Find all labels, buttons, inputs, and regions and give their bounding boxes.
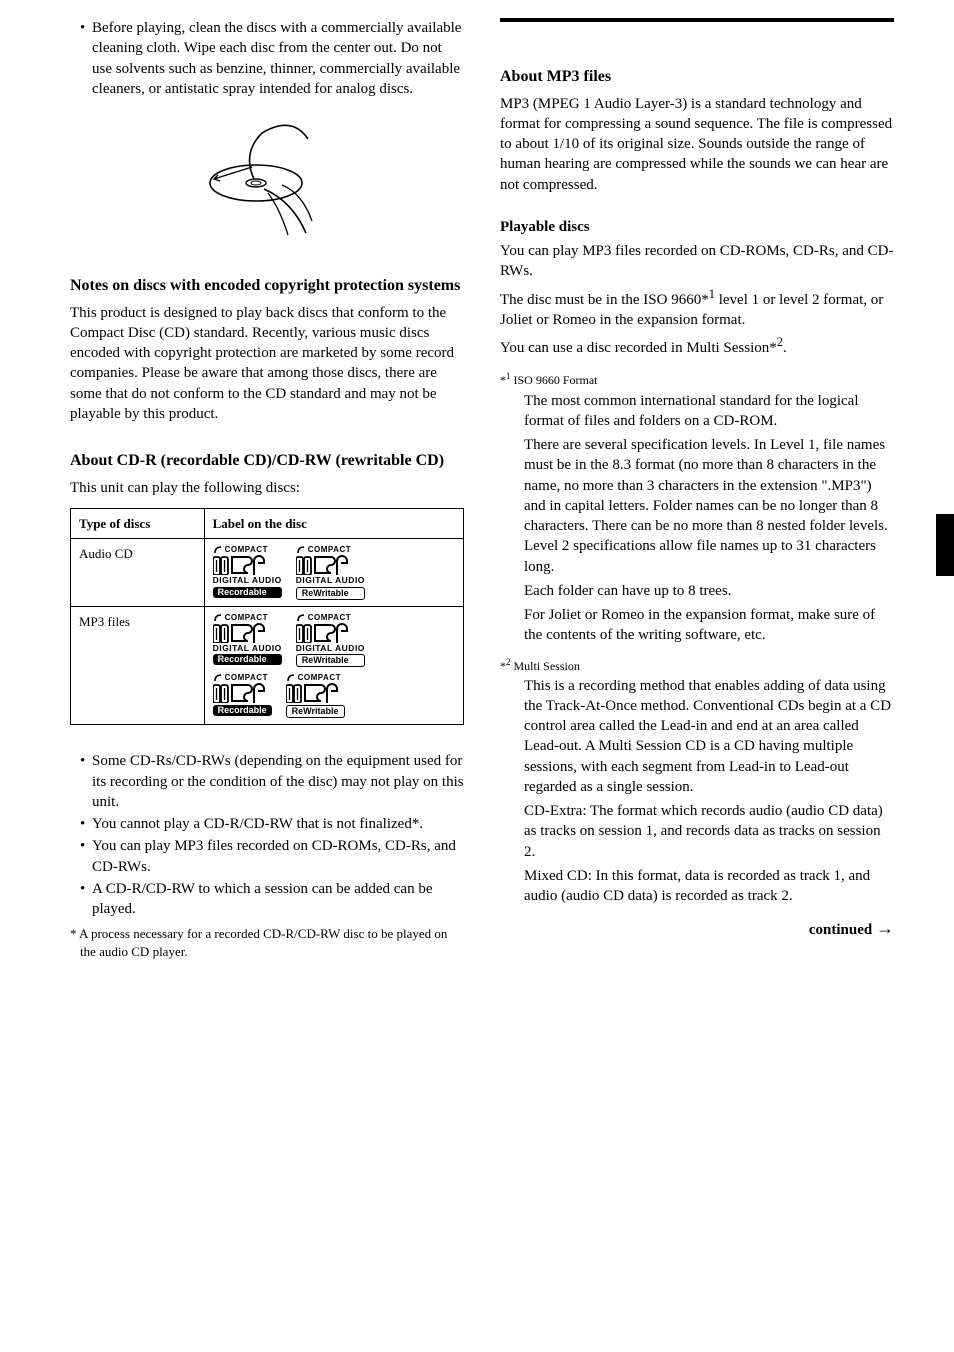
cdr-intro: This unit can play the following discs: <box>70 478 464 498</box>
compact-disc-logo: COMPACTReWritable <box>286 673 345 718</box>
star2-body: This is a recording method that enables … <box>500 676 894 907</box>
cleaning-bullet: Before playing, clean the discs with a c… <box>80 18 464 99</box>
compact-disc-logo: COMPACTDIGITAL AUDIORecordable <box>213 545 282 600</box>
cleaning-diagram <box>70 109 464 249</box>
section-rule <box>500 18 894 22</box>
disc-table: Type of discs Label on the disc Audio CD… <box>70 508 464 726</box>
star1-label: *1 *1 ISO 9660 FormatISO 9660 Format <box>500 370 894 388</box>
playable-p1: You can play MP3 files recorded on CD-RO… <box>500 241 894 282</box>
compact-disc-logo: COMPACTDIGITAL AUDIOReWritable <box>296 545 365 600</box>
left-column: Before playing, clean the discs with a c… <box>70 18 464 961</box>
page-edge-tab <box>936 514 954 576</box>
table-header: Label on the disc <box>204 508 463 539</box>
finalize-footnote: * A process necessary for a recorded CD-… <box>70 925 464 960</box>
table-row-label: MP3 files <box>71 606 205 725</box>
continued-indicator: continued → <box>500 916 894 940</box>
star2-label: *2 Multi Session <box>500 656 894 674</box>
table-row-logos: COMPACTDIGITAL AUDIORecordable COMPACTDIG… <box>204 606 463 725</box>
copy-protection-para: This product is designed to play back di… <box>70 303 464 425</box>
list-item: Some CD-Rs/CD-RWs (depending on the equi… <box>80 751 464 812</box>
table-row-label: Audio CD <box>71 539 205 607</box>
disc-wipe-icon <box>192 109 342 249</box>
copy-protection-heading: Notes on discs with encoded copyright pr… <box>70 275 464 297</box>
list-item: A CD-R/CD-RW to which a session can be a… <box>80 879 464 920</box>
arrow-right-icon: → <box>876 918 894 938</box>
star1-body: The most common international standard f… <box>500 391 894 646</box>
table-row-logos: COMPACTDIGITAL AUDIORecordable COMPACTDIG… <box>204 539 463 607</box>
cleaning-bullets: Before playing, clean the discs with a c… <box>70 18 464 99</box>
table-header: Type of discs <box>71 508 205 539</box>
compact-disc-logo: COMPACTDIGITAL AUDIORecordable <box>213 613 282 668</box>
list-item: You can play MP3 files recorded on CD-RO… <box>80 836 464 877</box>
playable-p2: The disc must be in the ISO 9660*1 level… <box>500 286 894 331</box>
mp3-para: MP3 (MPEG 1 Audio Layer-3) is a standard… <box>500 94 894 195</box>
playable-discs-heading: Playable discs <box>500 217 894 237</box>
playable-p3: You can use a disc recorded in Multi Ses… <box>500 334 894 358</box>
right-column: About MP3 files MP3 (MPEG 1 Audio Layer-… <box>500 18 894 961</box>
compact-disc-logo: COMPACTDIGITAL AUDIOReWritable <box>296 613 365 668</box>
mp3-heading: About MP3 files <box>500 66 894 88</box>
list-item: You cannot play a CD-R/CD-RW that is not… <box>80 814 464 834</box>
cdr-heading: About CD-R (recordable CD)/CD-RW (rewrit… <box>70 450 464 472</box>
compact-disc-logo: COMPACTRecordable <box>213 673 272 718</box>
cdr-notes: Some CD-Rs/CD-RWs (depending on the equi… <box>70 751 464 919</box>
